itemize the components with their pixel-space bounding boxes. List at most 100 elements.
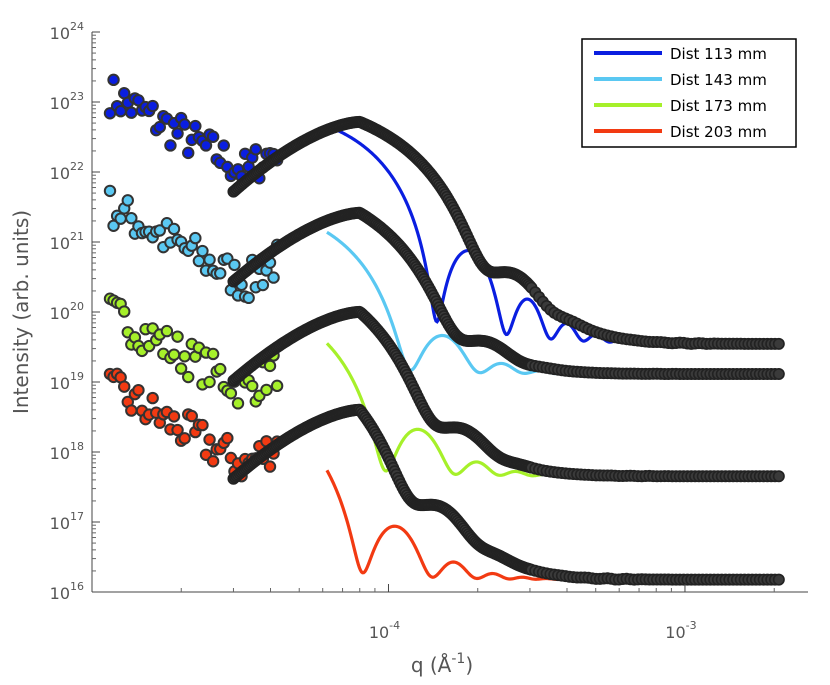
data-point xyxy=(146,391,159,405)
data-point xyxy=(174,362,188,375)
data-point xyxy=(167,348,181,361)
y-tick-label: 1020 xyxy=(50,300,84,323)
x-tick-base: 10 xyxy=(369,623,389,642)
legend-label: Dist 173 mm xyxy=(670,97,767,115)
x-tick-label: 10-3 xyxy=(665,619,696,642)
data-point xyxy=(164,139,177,152)
data-point xyxy=(203,433,216,446)
data-point xyxy=(249,143,262,156)
data-point xyxy=(132,383,145,397)
data-point xyxy=(772,368,785,381)
data-point xyxy=(206,130,220,143)
fit-line xyxy=(325,469,781,582)
data-point xyxy=(125,404,138,417)
data-point xyxy=(217,139,230,152)
legend-label: Dist 113 mm xyxy=(670,45,767,63)
x-axis-title-close: ) xyxy=(465,653,473,677)
y-tick-label: 1024 xyxy=(50,20,84,43)
data-point xyxy=(221,431,234,445)
data-point xyxy=(118,305,131,318)
data-point xyxy=(167,410,181,423)
data-point xyxy=(231,397,245,410)
y-tick-base: 10 xyxy=(50,444,70,463)
y-tick-label: 1023 xyxy=(50,90,84,113)
y-tick-label: 1021 xyxy=(50,230,84,253)
data-point xyxy=(125,211,138,225)
y-tick-label: 1018 xyxy=(50,440,84,463)
data-point xyxy=(270,379,284,393)
data-point xyxy=(263,359,277,373)
y-tick-label: 1016 xyxy=(50,580,84,603)
y-tick-exp: 17 xyxy=(70,510,84,523)
y-tick-base: 10 xyxy=(50,24,70,43)
data-point xyxy=(224,387,238,400)
plot-area xyxy=(103,73,785,586)
y-tick-exp: 19 xyxy=(70,370,84,383)
legend-label: Dist 143 mm xyxy=(670,71,767,89)
y-tick-exp: 22 xyxy=(70,160,84,173)
x-tick-exp: -3 xyxy=(686,619,697,632)
data-point xyxy=(192,254,206,268)
data-point xyxy=(260,383,273,397)
data-point xyxy=(118,380,131,393)
data-point xyxy=(171,423,184,437)
data-point xyxy=(189,231,202,245)
y-tick-base: 10 xyxy=(50,164,70,183)
y-tick-base: 10 xyxy=(50,304,70,323)
data-point xyxy=(171,127,184,140)
data-point xyxy=(189,119,202,133)
data-point xyxy=(153,224,166,237)
data-point xyxy=(203,375,216,389)
data-point xyxy=(214,362,227,376)
y-tick-exp: 24 xyxy=(70,20,84,33)
data-point xyxy=(206,455,220,468)
y-axis-title: Intensity (arb. units) xyxy=(9,210,33,414)
data-point xyxy=(267,271,280,284)
data-point xyxy=(185,409,198,423)
y-tick-label: 1019 xyxy=(50,370,84,393)
x-axis-title: q (Å-1) xyxy=(411,651,473,677)
data-point xyxy=(196,244,209,258)
y-tick-base: 10 xyxy=(50,584,70,603)
data-point xyxy=(114,212,127,225)
data-point xyxy=(242,291,255,305)
x-axis-title-main: q (Å xyxy=(411,653,452,677)
data-point xyxy=(160,324,174,338)
x-axis-title-exp: -1 xyxy=(451,651,465,667)
legend-label: Dist 203 mm xyxy=(670,123,767,141)
data-point xyxy=(772,337,785,350)
y-tick-base: 10 xyxy=(50,234,70,253)
y-tick-label: 1017 xyxy=(50,510,84,533)
data-point xyxy=(121,194,134,207)
data-point xyxy=(203,253,216,266)
x-tick-exp: -4 xyxy=(389,619,400,632)
data-point xyxy=(125,106,138,119)
x-tick-base: 10 xyxy=(665,623,685,642)
data-point xyxy=(107,73,120,87)
data-point xyxy=(182,146,195,160)
data-point xyxy=(263,460,277,473)
data-point xyxy=(246,379,259,393)
y-tick-base: 10 xyxy=(50,94,70,113)
y-tick-exp: 23 xyxy=(70,90,84,103)
data-point xyxy=(182,370,195,384)
y-tick-base: 10 xyxy=(50,514,70,533)
y-tick-exp: 20 xyxy=(70,300,84,313)
data-point xyxy=(171,330,184,343)
data-point xyxy=(256,278,270,292)
data-point xyxy=(196,418,209,432)
series-3 xyxy=(103,292,785,483)
data-point xyxy=(772,470,785,483)
data-point xyxy=(146,99,159,113)
y-tick-exp: 18 xyxy=(70,440,84,453)
data-point xyxy=(167,222,181,236)
data-point xyxy=(228,258,241,272)
x-tick-label: 10-4 xyxy=(369,619,400,642)
data-point xyxy=(178,350,191,363)
y-tick-exp: 21 xyxy=(70,230,84,243)
data-point xyxy=(206,347,220,361)
series-4 xyxy=(103,367,785,586)
data-point xyxy=(178,118,191,131)
data-point xyxy=(153,120,166,134)
